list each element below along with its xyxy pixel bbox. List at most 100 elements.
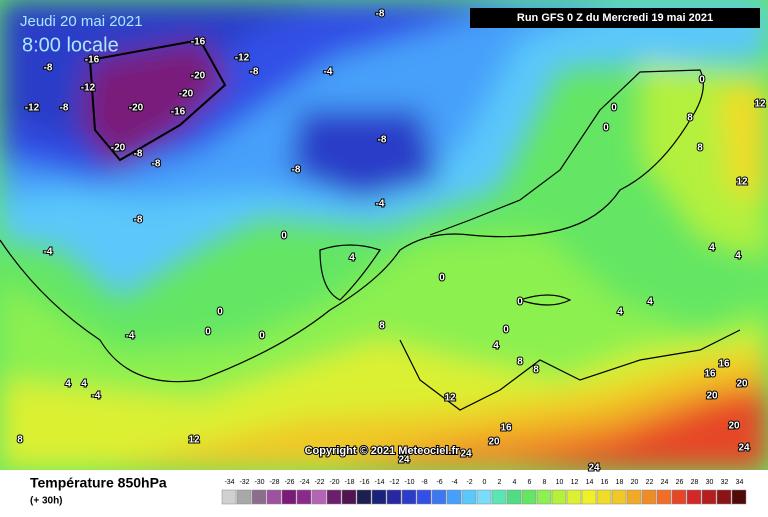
contour-label: 4: [81, 379, 87, 390]
scale-label: -8: [421, 479, 427, 486]
contour-label: -16: [171, 107, 186, 118]
scale-label: 34: [736, 479, 744, 486]
contour-label: -20: [111, 143, 126, 154]
scale-label: -24: [299, 479, 309, 486]
contour-label: 8: [687, 113, 693, 124]
scale-swatch: [281, 489, 297, 505]
contour-label: 16: [718, 359, 730, 370]
contour-label: 0: [517, 297, 523, 308]
scale-swatch: [551, 489, 567, 505]
contour-label: 8: [379, 321, 385, 332]
scale-label: -28: [269, 479, 279, 486]
scale-label: -16: [359, 479, 369, 486]
contour-label: -8: [134, 215, 143, 226]
scale-swatch: [236, 489, 252, 505]
scale-label: 20: [631, 479, 639, 486]
contour-label: 24: [460, 449, 472, 460]
scale-swatch: [221, 489, 237, 505]
scale-swatch: [566, 489, 582, 505]
contour-label: -12: [25, 103, 40, 114]
scale-swatch: [596, 489, 612, 505]
scale-label: 26: [676, 479, 684, 486]
contour-label: 8: [533, 365, 539, 376]
contour-label: 16: [500, 423, 512, 434]
scale-swatch: [266, 489, 282, 505]
contour-label: 8: [17, 435, 23, 446]
scale-swatch: [611, 489, 627, 505]
local-time: 8:00 locale: [22, 34, 119, 56]
scale-swatch: [431, 489, 447, 505]
contour-label: 0: [281, 231, 287, 242]
scale-swatch: [506, 489, 522, 505]
run-banner: [470, 8, 760, 28]
scale-label: 8: [543, 479, 547, 486]
scale-label: 2: [498, 479, 502, 486]
contour-label: 12: [754, 99, 766, 110]
scale-label: 12: [571, 479, 579, 486]
contour-label: 24: [398, 455, 410, 466]
contour-label: 0: [699, 75, 705, 86]
copyright: Copyright © 2021 Meteociel.fr: [305, 445, 461, 457]
contour-label: -4: [44, 247, 53, 258]
legend-title: Température 850hPa: [30, 475, 167, 491]
contour-label: 0: [611, 103, 617, 114]
run-info: Run GFS 0 Z du Mercredi 19 mai 2021: [517, 12, 713, 24]
scale-label: -14: [374, 479, 384, 486]
scale-label: 14: [586, 479, 594, 486]
coastlines: [0, 38, 741, 411]
contour-label: -4: [376, 199, 385, 210]
contour-label: -20: [179, 89, 194, 100]
scale-label: 6: [528, 479, 532, 486]
scale-swatch: [656, 489, 672, 505]
contour-label: 12: [188, 435, 200, 446]
temperature-field: [0, 0, 768, 470]
contour-label: 4: [647, 297, 653, 308]
contour-label: -12: [235, 53, 250, 64]
contour-label: 4: [735, 251, 741, 262]
contour-label: 4: [709, 243, 715, 254]
scale-swatch: [626, 489, 642, 505]
contour-label: 20: [736, 379, 748, 390]
scale-label: -34: [224, 479, 234, 486]
scale-swatch: [371, 489, 387, 505]
contour-label: -8: [250, 67, 259, 78]
scale-label: -6: [436, 479, 442, 486]
contour-label: -8: [152, 159, 161, 170]
scale-swatch: [416, 489, 432, 505]
scale-label: -30: [254, 479, 264, 486]
scale-label: -26: [284, 479, 294, 486]
contour-label: -4: [324, 67, 333, 78]
contour-label: 8: [697, 143, 703, 154]
contour-label: -12: [81, 83, 96, 94]
scale-swatch: [296, 489, 312, 505]
contour-label: -4: [92, 391, 101, 402]
scale-swatch: [701, 489, 717, 505]
contour-label: -16: [85, 55, 100, 66]
scale-swatch: [311, 489, 327, 505]
scale-label: 24: [661, 479, 669, 486]
scale-swatch: [356, 489, 372, 505]
scale-swatch: [476, 489, 492, 505]
contour-label: -4: [126, 331, 135, 342]
scale-swatch: [386, 489, 402, 505]
lead-time: (+ 30h): [30, 496, 63, 507]
contour-label: 0: [259, 331, 265, 342]
contour-label: -20: [129, 103, 144, 114]
scale-swatch: [536, 489, 552, 505]
contour-label: 20: [706, 391, 718, 402]
contour-label: 0: [205, 327, 211, 338]
contour-label: -8: [376, 9, 385, 20]
scale-label: 32: [721, 479, 729, 486]
scale-label: -20: [329, 479, 339, 486]
scale-swatch: [671, 489, 687, 505]
contour-label: 4: [349, 253, 355, 264]
scale-label: -22: [314, 479, 324, 486]
contour-label: 4: [617, 307, 623, 318]
scale-label: 16: [601, 479, 609, 486]
scale-swatch: [461, 489, 477, 505]
scale-swatch: [716, 489, 732, 505]
scale-label: 4: [513, 479, 517, 486]
scale-swatch: [401, 489, 417, 505]
